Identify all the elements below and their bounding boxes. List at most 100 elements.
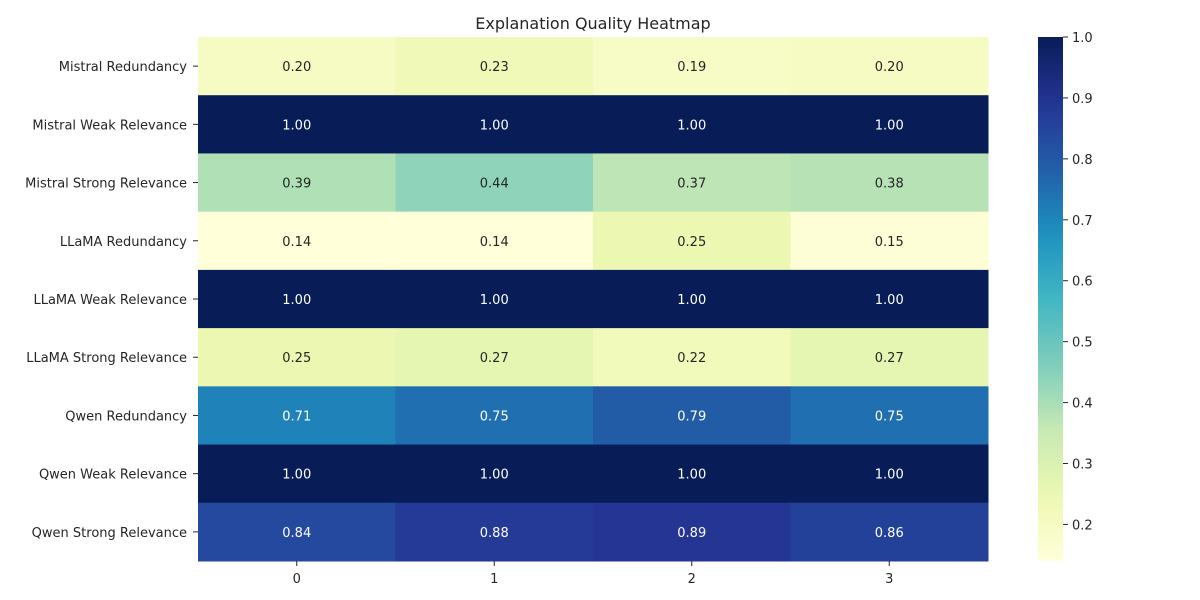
colorbar-tick-label: 0.4	[1072, 397, 1093, 412]
cell-value-label: 0.71	[282, 409, 311, 424]
heatmap-cell	[593, 211, 791, 271]
colorbar-tick-label: 0.3	[1072, 458, 1093, 473]
heatmap-cell	[593, 502, 791, 562]
cell-value-label: 0.75	[875, 409, 904, 424]
y-tick-label: LLaMA Redundancy	[60, 235, 187, 250]
heatmap-cells: 0.20 0.23 0.19 0.20 1.00 1.00 1.00 1.00 0.39 0.44…	[198, 37, 989, 562]
heatmap-cell	[790, 95, 989, 154]
heatmap-cell	[395, 211, 594, 271]
heatmap-cell	[395, 444, 594, 504]
cell-value-label: 1.00	[875, 118, 904, 133]
heatmap-cell	[593, 153, 791, 213]
cell-value-label: 0.79	[677, 409, 706, 424]
y-tick-label: Qwen Redundancy	[65, 409, 187, 424]
heatmap-cell	[790, 386, 989, 446]
cell-value-label: 1.00	[875, 468, 904, 483]
cell-value-label: 0.20	[282, 60, 311, 75]
heatmap-cell	[790, 37, 989, 96]
cell-value-label: 0.23	[480, 60, 509, 75]
cell-value-label: 0.22	[677, 351, 706, 366]
colorbar-gradient	[1038, 37, 1063, 561]
heatmap-cell	[593, 386, 791, 446]
y-tick-label: Mistral Redundancy	[59, 60, 188, 75]
heatmap-cell	[790, 153, 989, 213]
cell-value-label: 1.00	[677, 293, 706, 308]
heatmap-cell	[198, 269, 396, 329]
heatmap-cell	[395, 502, 594, 562]
heatmap-cell	[198, 37, 396, 96]
y-axis: Mistral Redundancy Mistral Weak Relevance…	[25, 60, 198, 541]
y-tick-label: LLaMA Strong Relevance	[26, 351, 187, 366]
heatmap-cell	[395, 328, 594, 387]
cell-value-label: 0.89	[677, 526, 706, 541]
colorbar-tick-label: 0.5	[1072, 336, 1093, 351]
cell-value-label: 1.00	[480, 293, 509, 308]
cell-value-label: 0.86	[875, 526, 904, 541]
cell-value-label: 0.19	[677, 60, 706, 75]
y-tick-label: Qwen Weak Relevance	[39, 468, 187, 483]
heatmap-cell	[790, 444, 989, 504]
cell-value-label: 0.15	[875, 235, 904, 250]
colorbar-tick-label: 0.6	[1072, 275, 1093, 290]
heatmap-cell	[198, 328, 396, 387]
colorbar-tick-label: 0.7	[1072, 214, 1093, 229]
heatmap-cell	[593, 37, 791, 96]
cell-value-label: 0.38	[875, 177, 904, 192]
colorbar-tick-label: 0.2	[1072, 518, 1093, 533]
cell-value-label: 0.75	[480, 409, 509, 424]
heatmap-cell	[790, 269, 989, 329]
cell-value-label: 0.39	[282, 177, 311, 192]
x-tick-label: 0	[293, 572, 301, 587]
heatmap-cell	[790, 502, 989, 562]
cell-value-label: 1.00	[282, 293, 311, 308]
x-tick-label: 1	[490, 572, 498, 587]
heatmap-cell	[395, 95, 594, 154]
cell-value-label: 0.27	[480, 351, 509, 366]
cell-value-label: 0.14	[480, 235, 509, 250]
colorbar-tick-label: 0.9	[1072, 92, 1093, 107]
cell-value-label: 0.84	[282, 526, 311, 541]
cell-value-label: 1.00	[282, 118, 311, 133]
cell-value-label: 0.37	[677, 177, 706, 192]
colorbar-tick-label: 1.0	[1072, 31, 1093, 46]
cell-value-label: 0.25	[282, 351, 311, 366]
heatmap-cell	[790, 211, 989, 271]
cell-value-label: 0.14	[282, 235, 311, 250]
cell-value-label: 0.44	[480, 177, 509, 192]
cell-value-label: 1.00	[480, 118, 509, 133]
heatmap-cell	[593, 95, 791, 154]
y-tick-label: Mistral Strong Relevance	[25, 177, 187, 192]
heatmap-cell	[593, 444, 791, 504]
heatmap-cell	[395, 153, 594, 213]
y-tick-label: Mistral Weak Relevance	[32, 118, 187, 133]
heatmap-cell	[198, 386, 396, 446]
y-tick-label: Qwen Strong Relevance	[32, 526, 187, 541]
cell-value-label: 1.00	[282, 468, 311, 483]
heatmap-cell	[593, 269, 791, 329]
heatmap-cell	[198, 444, 396, 504]
cell-value-label: 0.20	[875, 60, 904, 75]
cell-value-label: 1.00	[677, 468, 706, 483]
cell-value-label: 1.00	[677, 118, 706, 133]
chart-title: Explanation Quality Heatmap	[475, 14, 710, 33]
heatmap-cell	[395, 269, 594, 329]
colorbar-tick-label: 0.8	[1072, 153, 1093, 168]
heatmap-cell	[198, 95, 396, 154]
heatmap-cell	[395, 386, 594, 446]
heatmap-cell	[593, 328, 791, 387]
cell-value-label: 0.27	[875, 351, 904, 366]
y-tick-label: LLaMA Weak Relevance	[33, 293, 187, 308]
heatmap-cell	[790, 328, 989, 387]
x-axis: 0 1 2 3	[293, 561, 893, 587]
x-tick-label: 2	[688, 572, 696, 587]
cell-value-label: 0.88	[480, 526, 509, 541]
cell-value-label: 1.00	[875, 293, 904, 308]
heatmap-cell	[198, 153, 396, 213]
cell-value-label: 1.00	[480, 468, 509, 483]
colorbar: 0.2 0.3 0.4 0.5 0.6 0.7 0.8 0.9 1.0	[1038, 31, 1093, 561]
heatmap-cell	[395, 37, 594, 96]
heatmap-cell	[198, 502, 396, 562]
heatmap-cell	[198, 211, 396, 271]
cell-value-label: 0.25	[677, 235, 706, 250]
